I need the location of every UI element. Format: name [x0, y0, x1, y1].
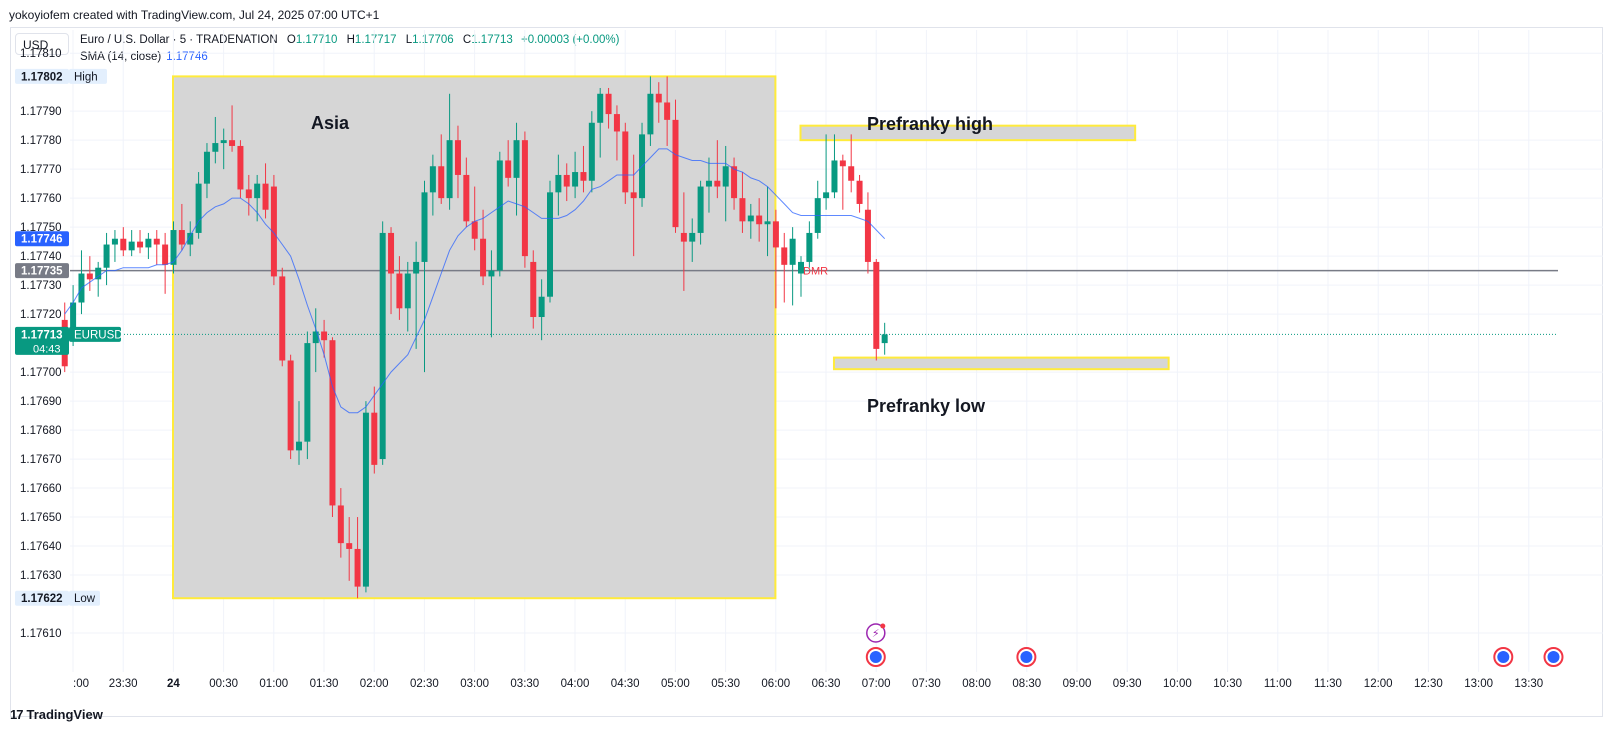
sma-label: SMA (14, close) — [80, 51, 162, 63]
symbol-legend: Euro / U.S. Dollar · 5 · TRADENATION O1.… — [80, 34, 619, 46]
tradingview-logo[interactable]: 17 TradingView — [10, 707, 103, 722]
low-label: L — [405, 34, 413, 46]
high-label: H — [346, 34, 355, 46]
currency-button[interactable]: USD — [15, 33, 69, 55]
open-label: O — [286, 34, 296, 46]
tradingview-brand: TradingView — [26, 707, 103, 722]
close-label: C — [462, 34, 472, 46]
change-value: +0.00003 (+0.00%) — [520, 34, 620, 46]
sma-value: 1.17746 — [166, 51, 208, 63]
close-value: 1.17713 — [471, 34, 513, 46]
chart-panel — [10, 27, 1603, 717]
chart-credit: yokoyiofem created with TradingView.com,… — [9, 8, 380, 22]
open-value: 1.17710 — [295, 34, 338, 46]
low-value: 1.17706 — [412, 34, 454, 46]
tradingview-mark-icon: 17 — [10, 707, 24, 722]
high-value: 1.17717 — [354, 34, 397, 46]
sma-legend[interactable]: SMA (14, close) 1.17746 — [80, 51, 208, 63]
symbol-title[interactable]: Euro / U.S. Dollar · 5 · TRADENATION — [80, 34, 278, 46]
